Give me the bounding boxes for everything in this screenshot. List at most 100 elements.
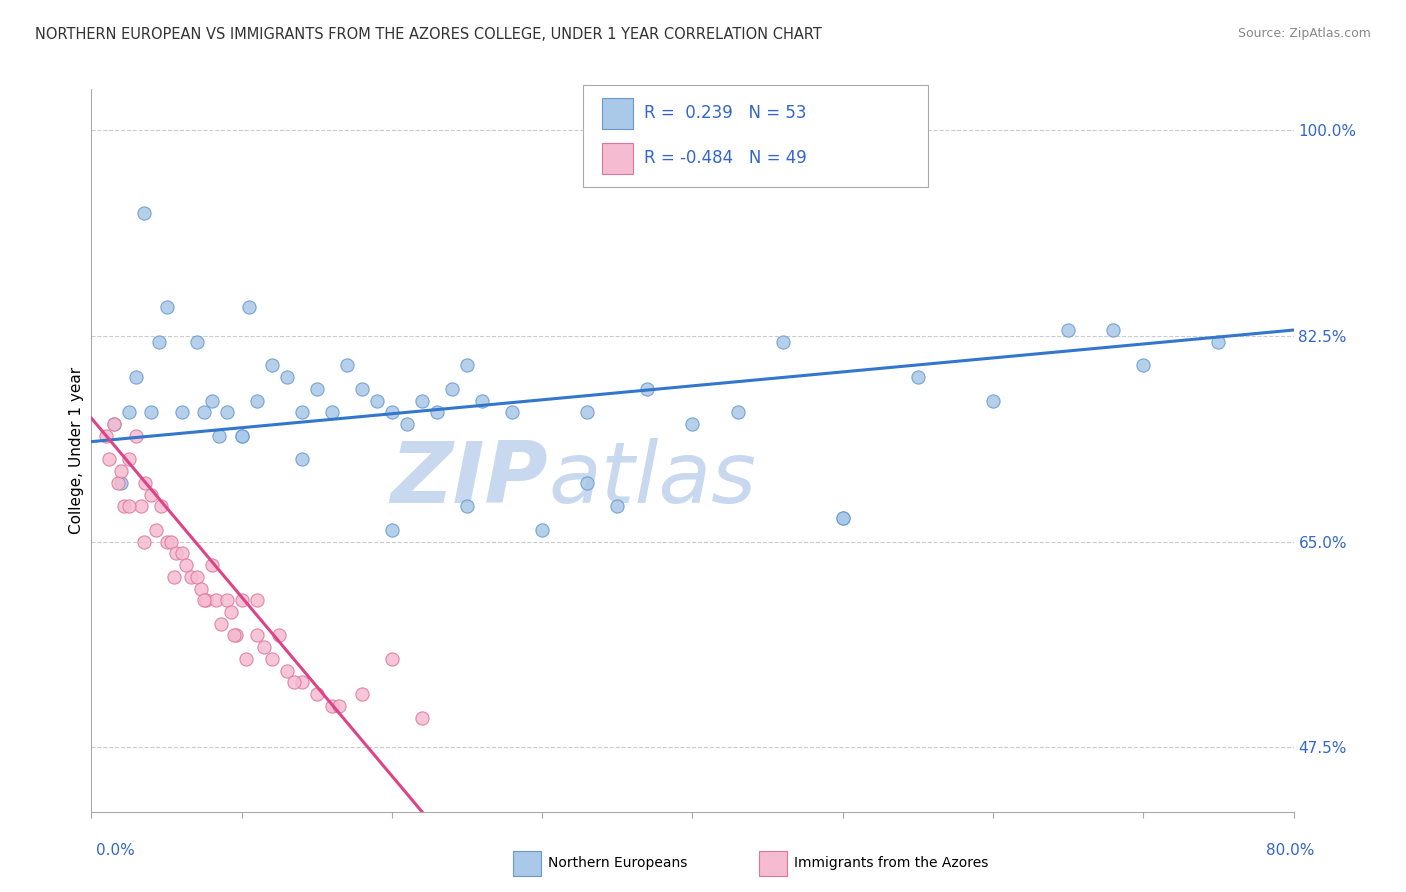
Point <box>132 534 155 549</box>
Point <box>205 593 228 607</box>
Text: 80.0%: 80.0% <box>1267 843 1315 858</box>
Text: ZIP: ZIP <box>391 438 548 521</box>
Point <box>246 628 269 642</box>
Point <box>193 593 215 607</box>
Point <box>681 417 703 431</box>
Point <box>1208 334 1230 349</box>
Point <box>291 405 314 419</box>
Point <box>148 334 170 349</box>
Point <box>350 687 373 701</box>
Point <box>194 593 217 607</box>
Point <box>170 546 193 560</box>
Point <box>606 500 628 514</box>
Point <box>155 534 177 549</box>
Point <box>831 511 853 525</box>
Point <box>231 429 253 443</box>
Point <box>180 570 202 584</box>
Point <box>96 429 118 443</box>
Point <box>134 475 156 490</box>
Point <box>1132 359 1154 373</box>
Text: R =  0.239   N = 53: R = 0.239 N = 53 <box>644 104 807 122</box>
Point <box>215 593 238 607</box>
Point <box>381 405 404 419</box>
Text: Source: ZipAtlas.com: Source: ZipAtlas.com <box>1237 27 1371 40</box>
Point <box>831 511 853 525</box>
Point <box>114 500 136 514</box>
Point <box>576 405 599 419</box>
Point <box>981 393 1004 408</box>
Point <box>201 558 224 572</box>
Point <box>291 452 314 467</box>
Point <box>411 711 433 725</box>
Point <box>907 370 929 384</box>
Point <box>118 405 141 419</box>
Point <box>186 334 208 349</box>
Point <box>190 582 212 596</box>
Point <box>174 558 197 572</box>
Point <box>209 616 232 631</box>
Point <box>411 393 433 408</box>
Point <box>165 546 187 560</box>
Point <box>129 500 152 514</box>
Point <box>456 500 478 514</box>
Point <box>231 429 253 443</box>
Point <box>636 382 658 396</box>
Point <box>224 628 246 642</box>
Point <box>381 652 404 666</box>
Point <box>336 359 359 373</box>
Point <box>145 523 167 537</box>
Point <box>125 429 148 443</box>
Point <box>103 417 125 431</box>
Point <box>246 593 269 607</box>
Point <box>98 452 121 467</box>
Point <box>395 417 418 431</box>
Point <box>238 300 260 314</box>
Point <box>260 652 283 666</box>
Point <box>201 393 224 408</box>
Point <box>149 500 172 514</box>
Point <box>118 500 141 514</box>
Y-axis label: College, Under 1 year: College, Under 1 year <box>69 367 84 534</box>
Point <box>350 382 373 396</box>
Point <box>141 487 163 501</box>
Point <box>321 698 343 713</box>
Point <box>1102 323 1125 337</box>
Point <box>170 405 193 419</box>
Point <box>208 429 231 443</box>
Point <box>193 405 215 419</box>
Point <box>366 393 388 408</box>
Point <box>107 475 129 490</box>
Text: Northern Europeans: Northern Europeans <box>548 856 688 871</box>
Point <box>456 359 478 373</box>
Point <box>381 523 404 537</box>
Point <box>471 393 494 408</box>
Point <box>110 475 132 490</box>
Point <box>110 464 132 478</box>
Point <box>141 405 163 419</box>
Point <box>219 605 242 619</box>
Text: NORTHERN EUROPEAN VS IMMIGRANTS FROM THE AZORES COLLEGE, UNDER 1 YEAR CORRELATIO: NORTHERN EUROPEAN VS IMMIGRANTS FROM THE… <box>35 27 823 42</box>
Point <box>501 405 523 419</box>
Point <box>186 570 208 584</box>
Point <box>215 405 238 419</box>
Point <box>441 382 464 396</box>
Point <box>305 382 328 396</box>
Point <box>253 640 276 655</box>
Text: R = -0.484   N = 49: R = -0.484 N = 49 <box>644 149 807 167</box>
Point <box>103 417 125 431</box>
Point <box>305 687 328 701</box>
Text: atlas: atlas <box>548 438 756 521</box>
Point <box>125 370 148 384</box>
Point <box>426 405 449 419</box>
Text: 0.0%: 0.0% <box>96 843 135 858</box>
Point <box>160 534 183 549</box>
Point <box>163 570 186 584</box>
Point <box>276 370 298 384</box>
Point <box>291 675 314 690</box>
Point <box>225 628 247 642</box>
Point <box>1057 323 1080 337</box>
Point <box>276 664 298 678</box>
Point <box>235 652 257 666</box>
Point <box>328 698 350 713</box>
Point <box>772 334 794 349</box>
